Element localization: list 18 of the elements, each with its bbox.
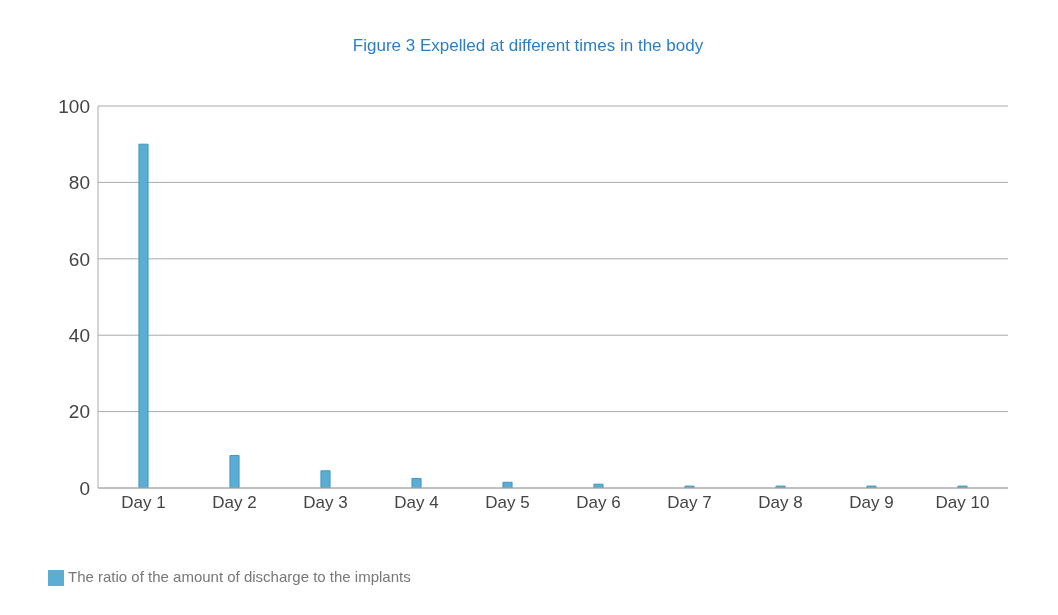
x-tick-label: Day 5 bbox=[485, 493, 530, 513]
x-tick-label: Day 1 bbox=[121, 493, 166, 513]
x-tick-label: Day 9 bbox=[849, 493, 894, 513]
x-tick-label: Day 2 bbox=[212, 493, 257, 513]
y-tick-label: 40 bbox=[68, 324, 90, 346]
x-tick-label: Day 8 bbox=[758, 493, 803, 513]
x-tick-label: Day 3 bbox=[303, 493, 348, 513]
chart-title: Figure 3 Expelled at different times in the body bbox=[351, 36, 705, 57]
legend-label: The ratio of the amount of discharge to the implants bbox=[68, 568, 411, 585]
y-tick-label: 60 bbox=[68, 248, 90, 270]
x-tick-label: Day 4 bbox=[394, 493, 439, 513]
y-tick-label: 80 bbox=[68, 172, 90, 194]
x-tick-label: Day 7 bbox=[667, 493, 712, 513]
y-tick-label: 100 bbox=[58, 95, 90, 117]
y-tick-label: 20 bbox=[68, 401, 90, 423]
x-tick-label: Day 6 bbox=[576, 493, 621, 513]
y-tick-label: 0 bbox=[79, 477, 90, 499]
x-tick-label: Day 10 bbox=[935, 493, 990, 513]
